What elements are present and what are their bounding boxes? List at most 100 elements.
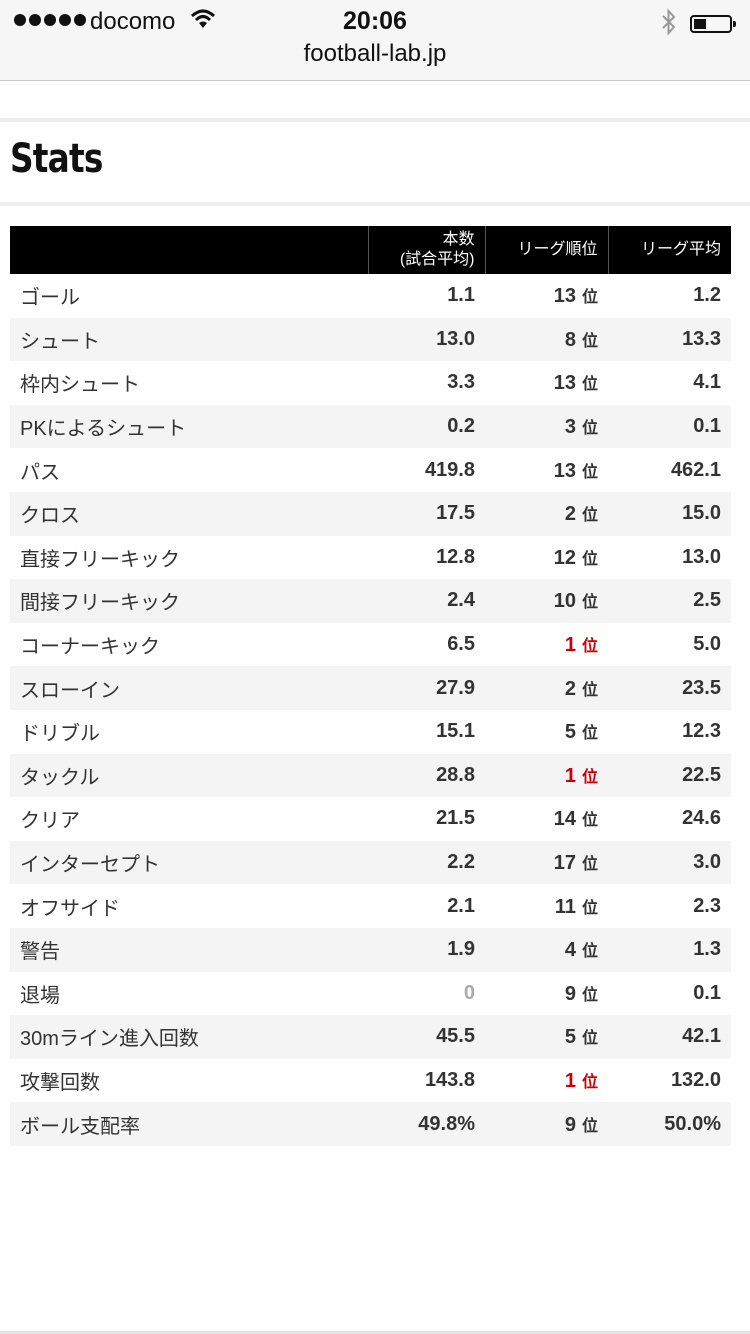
rank-number: 8 bbox=[564, 328, 576, 351]
stat-label: 直接フリーキック bbox=[20, 548, 180, 571]
stat-league-average: 1.2 bbox=[693, 284, 721, 307]
stat-label: スローイン bbox=[10, 666, 368, 710]
stat-value: 2.4 bbox=[368, 579, 485, 623]
header-label bbox=[10, 226, 368, 274]
stat-rank: 17 位 bbox=[485, 840, 608, 885]
stat-league-average: 4.1 bbox=[693, 371, 721, 394]
stat-rank: 10 位 bbox=[485, 579, 608, 623]
rank-number: 3 bbox=[564, 416, 576, 439]
rank-number: 1 bbox=[564, 764, 576, 787]
stat-value: 2.2 bbox=[368, 840, 485, 885]
rank-number: 12 bbox=[553, 546, 576, 569]
stat-league-average: 5.0 bbox=[693, 633, 721, 656]
table-row: ボール支配率 49.8% 9 位 50.0% bbox=[10, 1102, 731, 1146]
header-value-text: 本数 (試合平均) bbox=[399, 231, 475, 268]
stat-label: ボール支配率 bbox=[10, 1102, 368, 1146]
rank-number: 5 bbox=[564, 1026, 576, 1049]
stat-rank: 13 位 bbox=[485, 274, 608, 318]
rank-number: 1 bbox=[564, 634, 576, 657]
rank-number: 14 bbox=[553, 808, 576, 831]
stat-league-average: 42.1 bbox=[608, 1015, 731, 1059]
rank-number: 2 bbox=[564, 677, 576, 700]
stat-label: 30mライン進入回数 bbox=[10, 1015, 368, 1059]
stat-league-average: 15.0 bbox=[608, 491, 731, 536]
rank-unit: 位 bbox=[581, 943, 598, 961]
table-row: 退場 0 9 位 0.1 bbox=[10, 972, 731, 1016]
rank-unit: 位 bbox=[581, 420, 598, 438]
rank-number: 13 bbox=[553, 285, 576, 308]
stat-rank: 13 位 bbox=[485, 361, 608, 405]
stat-league-average: 23.5 bbox=[608, 666, 731, 710]
stat-label: クロス bbox=[10, 491, 368, 536]
stat-label: PKによるシュート bbox=[10, 404, 368, 449]
stat-league-average: 3.0 bbox=[608, 840, 731, 885]
header-average: リーグ平均 bbox=[607, 226, 731, 274]
table-row: 直接フリーキック 12.8 12 位 13.0 bbox=[10, 536, 731, 580]
rank-unit: 位 bbox=[581, 463, 598, 481]
stat-value: 21.5 bbox=[436, 807, 475, 830]
divider bbox=[0, 202, 750, 206]
stat-label: シュート bbox=[10, 317, 368, 362]
rank-unit: 位 bbox=[581, 550, 598, 568]
table-row: クロス 17.5 2 位 15.0 bbox=[10, 491, 731, 536]
rank-unit: 位 bbox=[581, 1073, 598, 1091]
divider bbox=[0, 1331, 750, 1334]
rank-unit: 位 bbox=[581, 812, 598, 830]
table-row: スローイン 27.9 2 位 23.5 bbox=[10, 666, 731, 710]
rank-number: 10 bbox=[553, 590, 576, 613]
stat-value: 17.5 bbox=[368, 491, 485, 536]
stats-table: 本数 (試合平均) リーグ順位 リーグ平均 ゴール 1.1 13 位 1.2 シュート 13.… bbox=[10, 226, 731, 1146]
stat-label: 警告 bbox=[10, 927, 368, 972]
rank-unit: 位 bbox=[581, 768, 598, 786]
stat-value: 28.8 bbox=[368, 753, 485, 798]
table-row: インターセプト 2.2 17 位 3.0 bbox=[10, 840, 731, 885]
stat-label: 枠内シュート bbox=[20, 374, 140, 397]
stat-label: クリア bbox=[20, 810, 80, 833]
stat-label: ドリブル bbox=[20, 723, 100, 746]
table-row: コーナーキック 6.5 1 位 5.0 bbox=[10, 623, 731, 667]
stat-value: 143.8 bbox=[424, 1068, 475, 1091]
battery-icon bbox=[690, 15, 736, 33]
rank-unit: 位 bbox=[581, 856, 598, 874]
rank-unit: 位 bbox=[581, 376, 598, 394]
rank-number: 4 bbox=[564, 939, 576, 962]
url-bar[interactable]: football-lab.jp bbox=[303, 40, 447, 67]
stat-value: 1.9 bbox=[368, 927, 485, 972]
table-header-row: 本数 (試合平均) リーグ順位 リーグ平均 bbox=[10, 226, 731, 274]
stat-value: 45.5 bbox=[368, 1015, 485, 1059]
stat-label: パス bbox=[20, 461, 60, 484]
rank-number: 13 bbox=[553, 459, 576, 482]
table-row: ドリブル 15.1 5 位 12.3 bbox=[10, 710, 731, 754]
rank-unit: 位 bbox=[581, 681, 598, 699]
status-bar: docomo 20:06 bbox=[0, 6, 750, 36]
table-row: パス 419.8 13 位 462.1 bbox=[10, 448, 731, 492]
stat-league-average: 462.1 bbox=[670, 458, 721, 481]
stat-value: 0 bbox=[463, 981, 475, 1004]
stat-value: 1.1 bbox=[447, 284, 475, 307]
table-row: ゴール 1.1 13 位 1.2 bbox=[10, 274, 731, 318]
rank-unit: 位 bbox=[581, 594, 598, 612]
stat-league-average: 24.6 bbox=[682, 807, 721, 830]
table-row: クリア 21.5 14 位 24.6 bbox=[10, 797, 731, 841]
rank-number: 9 bbox=[564, 982, 576, 1005]
stat-label: 攻撃回数 bbox=[20, 1071, 100, 1094]
rank-number: 11 bbox=[554, 895, 576, 918]
table-row: 30mライン進入回数 45.5 5 位 42.1 bbox=[10, 1015, 731, 1059]
stat-label: インターセプト bbox=[10, 840, 368, 885]
stat-league-average: 0.1 bbox=[608, 404, 731, 449]
stat-rank: 14 位 bbox=[485, 797, 608, 841]
stat-value: 3.3 bbox=[447, 371, 475, 394]
stat-rank: 11 位 bbox=[485, 884, 608, 928]
rank-unit: 位 bbox=[581, 638, 598, 656]
rank-unit: 位 bbox=[581, 332, 598, 350]
stat-league-average: 22.5 bbox=[608, 753, 731, 798]
stat-league-average: 12.3 bbox=[682, 720, 721, 743]
